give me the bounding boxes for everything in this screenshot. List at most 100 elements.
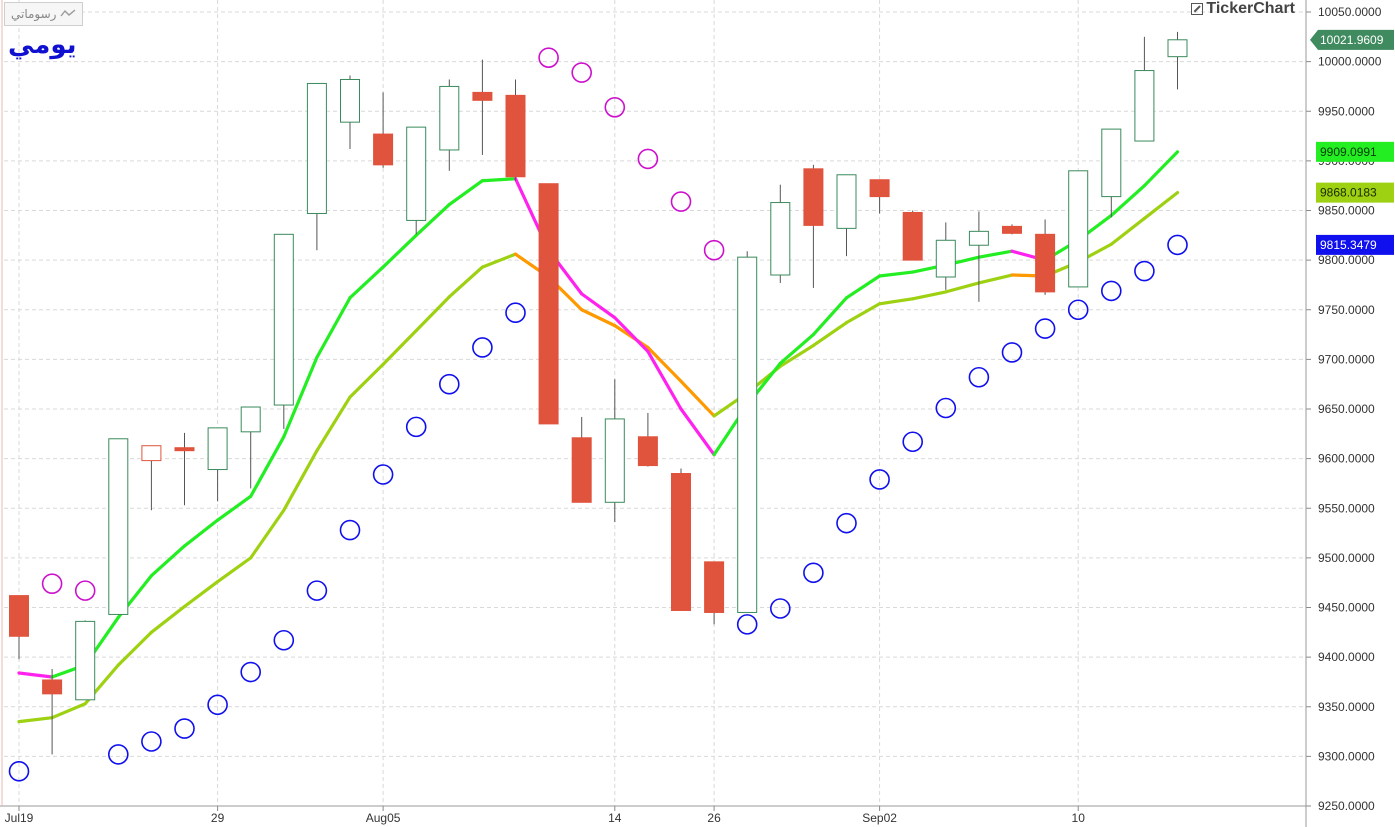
candle-down bbox=[902, 210, 923, 261]
candle-body bbox=[1002, 225, 1022, 234]
sar-point bbox=[1101, 280, 1122, 302]
y-tick-label: 9300.0000 bbox=[1318, 749, 1375, 763]
fast-ma-segment bbox=[315, 296, 352, 359]
candle-up bbox=[406, 126, 427, 235]
slow-ma-segment bbox=[182, 580, 220, 609]
candle-down bbox=[571, 416, 592, 503]
candle-body bbox=[571, 437, 592, 503]
fast-ma-segment bbox=[182, 518, 220, 548]
candle-body bbox=[1035, 233, 1056, 293]
sar-point bbox=[240, 661, 261, 683]
candle-body bbox=[770, 202, 791, 276]
price-badges: 10021.9609 9909.0991 9868.0183 9815.3479 bbox=[1310, 29, 1394, 255]
candle-body bbox=[9, 595, 29, 637]
sar-point bbox=[968, 366, 990, 388]
slow-ma-segment bbox=[944, 281, 981, 294]
y-tick-label: 9800.0000 bbox=[1318, 253, 1375, 267]
zigzag-line-icon bbox=[60, 7, 76, 21]
candle-body bbox=[75, 620, 96, 701]
fast-ma-segment bbox=[447, 179, 484, 207]
candle-body bbox=[803, 168, 824, 226]
slow-moving-average-series bbox=[17, 191, 1180, 724]
sar-point bbox=[1034, 318, 1056, 339]
candle-body bbox=[637, 436, 658, 467]
sar-point bbox=[769, 598, 791, 619]
candle-up bbox=[340, 75, 360, 149]
sar-point bbox=[339, 519, 361, 541]
sar-point bbox=[538, 47, 559, 68]
sar-point bbox=[902, 431, 924, 453]
slow-ma-segment bbox=[381, 328, 418, 366]
price-badge-shape bbox=[1316, 182, 1394, 203]
sar-point bbox=[41, 573, 63, 594]
x-tick-label: 26 bbox=[707, 811, 721, 825]
sar-point bbox=[1167, 234, 1188, 256]
candle-body bbox=[1167, 39, 1188, 58]
slow-ma-segment bbox=[149, 604, 187, 634]
chart-axes bbox=[0, 0, 1311, 827]
chart-grid bbox=[4, 0, 1306, 807]
candle-up bbox=[1068, 170, 1089, 288]
y-tick-label: 10050.0000 bbox=[1318, 5, 1382, 19]
sar-point bbox=[472, 337, 493, 358]
candle-up bbox=[273, 233, 294, 429]
slow-ma-segment bbox=[1109, 216, 1147, 246]
price-badge: 10021.9609 bbox=[1310, 29, 1394, 50]
sar-point bbox=[174, 718, 195, 739]
fast-ma-segment bbox=[480, 177, 518, 183]
candle-body bbox=[1134, 70, 1155, 142]
candle-up bbox=[770, 184, 791, 283]
fast-ma-segment bbox=[1109, 184, 1147, 218]
price-badge: 9909.0991 bbox=[1316, 141, 1394, 162]
sar-point bbox=[306, 580, 328, 601]
candle-up bbox=[306, 82, 327, 251]
sar-point bbox=[1067, 299, 1089, 321]
fast-ma-segment bbox=[381, 233, 418, 269]
price-badge-label: 9815.3479 bbox=[1320, 238, 1377, 252]
price-badge: 9868.0183 bbox=[1316, 182, 1394, 203]
candle-body bbox=[604, 418, 625, 503]
slow-ma-segment bbox=[877, 297, 915, 306]
sar-point bbox=[869, 469, 890, 490]
slow-ma-segment bbox=[447, 265, 484, 299]
candle-down bbox=[505, 79, 526, 181]
period-label: يومي bbox=[8, 30, 77, 60]
candle-body bbox=[968, 230, 989, 246]
fast-ma-segment bbox=[977, 249, 1014, 259]
x-tick-label: Aug05 bbox=[366, 811, 401, 825]
candle-down bbox=[174, 432, 195, 506]
slow-ma-segment bbox=[1142, 191, 1180, 221]
my-drawings-tab[interactable]: رسوماتي bbox=[4, 2, 84, 26]
candle-body bbox=[1068, 170, 1089, 288]
sar-point bbox=[141, 731, 162, 752]
candle-body bbox=[406, 126, 427, 221]
candle-up bbox=[737, 251, 758, 613]
fast-ma-segment bbox=[646, 349, 683, 411]
slow-ma-segment bbox=[679, 379, 716, 418]
sar-point bbox=[1001, 342, 1023, 363]
drawings-tab-label: رسوماتي bbox=[11, 7, 57, 21]
fast-ma-segment bbox=[17, 671, 54, 679]
sar-point bbox=[372, 464, 394, 485]
y-tick-label: 9650.0000 bbox=[1318, 402, 1375, 416]
candlestick-series bbox=[9, 31, 1188, 755]
fast-ma-segment bbox=[149, 544, 187, 578]
slow-ma-segment bbox=[17, 716, 54, 724]
candle-down bbox=[141, 445, 162, 511]
fast-ma-segment bbox=[216, 494, 253, 522]
candle-body bbox=[935, 239, 956, 278]
sar-point bbox=[935, 397, 957, 419]
sar-point bbox=[505, 302, 526, 324]
sar-point bbox=[1134, 260, 1155, 282]
brand-name: TickerChart bbox=[1206, 0, 1295, 17]
candle-up bbox=[1101, 128, 1122, 218]
candle-body bbox=[340, 78, 360, 123]
x-tick-label: Sep02 bbox=[862, 811, 897, 825]
fast-ma-segment bbox=[282, 355, 319, 439]
price-badge-label: 10021.9609 bbox=[1320, 33, 1384, 47]
fast-ma-segment bbox=[613, 316, 650, 354]
candle-body bbox=[108, 438, 129, 615]
price-badge-shape bbox=[1316, 234, 1394, 255]
sar-point bbox=[405, 416, 427, 438]
